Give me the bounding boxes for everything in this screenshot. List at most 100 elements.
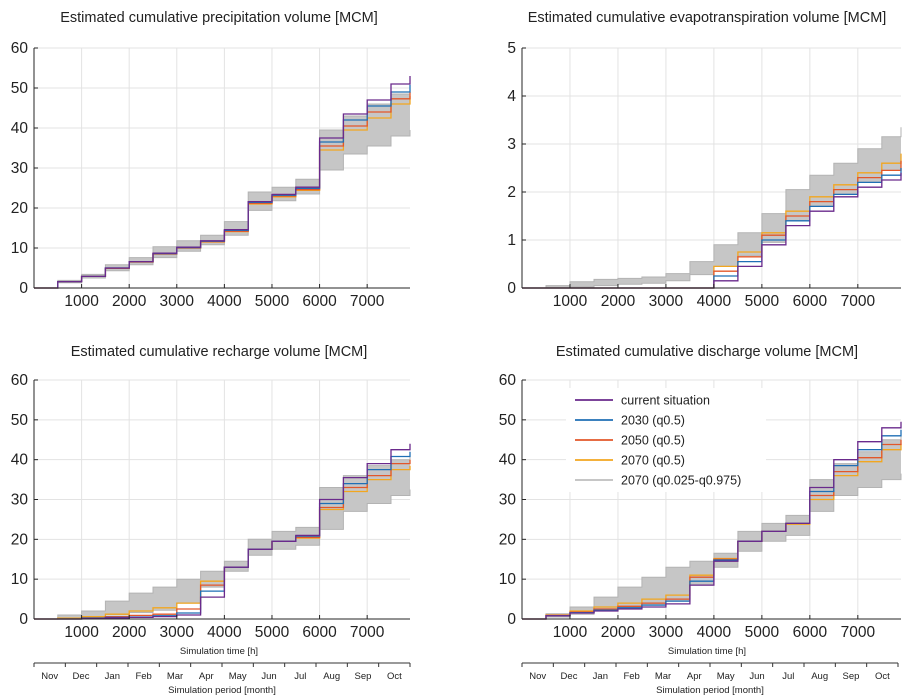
legend: current situation 2030 (q0.5) 2050 (q0.5) 2…	[566, 388, 766, 492]
series-line-current	[34, 76, 411, 289]
y-tick-label: 4	[507, 88, 516, 105]
month-label: Jan	[105, 671, 120, 682]
month-label: Dec	[73, 671, 90, 682]
month-label: Jan	[593, 671, 608, 682]
y-tick-label: 50	[499, 412, 517, 429]
y-tick-label: 0	[507, 611, 516, 628]
month-label: Apr	[687, 671, 702, 682]
y-tick-label: 20	[11, 531, 29, 548]
legend-label: 2070 (q0.025-q0.975)	[621, 474, 741, 488]
band-upper-edge	[34, 455, 411, 620]
month-label: Sep	[843, 671, 860, 682]
chart-title: Estimated cumulative recharge volume [MC…	[71, 344, 368, 360]
month-label: Oct	[387, 671, 402, 682]
x-tick-label: 1000	[64, 624, 99, 641]
panel-evapotranspiration: Estimated cumulative evapotranspiration …	[507, 10, 902, 310]
x-tick-label: 2000	[601, 293, 636, 310]
y-tick-label: 2	[507, 184, 516, 201]
panel-recharge: Estimated cumulative recharge volume [MC…	[11, 344, 411, 657]
x-tick-label: 7000	[841, 293, 876, 310]
x-tick-label: 2000	[112, 624, 147, 641]
x-tick-label: 6000	[793, 624, 828, 641]
x-tick-label: 5000	[745, 624, 780, 641]
x-tick-label: 5000	[745, 293, 780, 310]
x-axis-label: Simulation time [h]	[180, 646, 258, 657]
uncertainty-band	[34, 455, 410, 619]
x-tick-label: 3000	[649, 293, 684, 310]
month-label: Feb	[623, 671, 639, 682]
x-tick-label: 7000	[350, 293, 385, 310]
x-tick-label: 4000	[207, 624, 242, 641]
month-label: Nov	[41, 671, 58, 682]
y-tick-label: 60	[11, 372, 29, 389]
y-tick-label: 0	[507, 280, 516, 297]
x-tick-label: 4000	[697, 293, 732, 310]
y-tick-label: 0	[19, 280, 28, 297]
x-tick-label: 6000	[302, 293, 337, 310]
x-tick-label: 5000	[255, 624, 290, 641]
y-tick-label: 40	[11, 452, 29, 469]
y-tick-label: 30	[499, 492, 517, 509]
month-label: Jul	[294, 671, 306, 682]
month-axis-left: Nov Dec Jan Feb Mar Apr May Jun Jul Aug Sep Oct Sim…	[33, 662, 411, 696]
x-tick-label: 4000	[697, 624, 732, 641]
legend-label: 2030 (q0.5)	[621, 414, 685, 428]
x-tick-label: 3000	[160, 624, 195, 641]
x-tick-label: 7000	[841, 624, 876, 641]
chart-title: Estimated cumulative precipitation volum…	[60, 10, 378, 26]
month-label: Dec	[561, 671, 578, 682]
legend-label: 2050 (q0.5)	[621, 434, 685, 448]
x-tick-label: 3000	[649, 624, 684, 641]
y-tick-label: 20	[499, 531, 517, 548]
y-tick-label: 1	[507, 232, 516, 249]
band-upper-edge	[522, 127, 902, 289]
month-label: Jun	[261, 671, 276, 682]
month-label: Jul	[782, 671, 794, 682]
y-tick-label: 40	[11, 120, 29, 137]
y-tick-label: 30	[11, 492, 29, 509]
month-axis-label: Simulation period [month]	[168, 685, 276, 696]
x-tick-label: 2000	[112, 293, 147, 310]
month-label: Aug	[323, 671, 340, 682]
x-tick-label: 1000	[553, 624, 588, 641]
y-tick-label: 50	[11, 412, 29, 429]
x-tick-label: 3000	[160, 293, 195, 310]
y-tick-label: 60	[499, 372, 517, 389]
y-tick-label: 20	[11, 200, 29, 217]
month-label: May	[717, 671, 735, 682]
legend-label: 2070 (q0.5)	[621, 454, 685, 468]
month-label: Aug	[811, 671, 828, 682]
month-label: Sep	[355, 671, 372, 682]
uncertainty-band	[522, 435, 901, 619]
y-tick-label: 3	[507, 136, 516, 153]
y-tick-label: 30	[11, 160, 29, 177]
x-tick-label: 1000	[553, 293, 588, 310]
y-tick-label: 10	[499, 571, 517, 588]
y-tick-label: 60	[11, 40, 29, 57]
series-line-current	[34, 443, 411, 620]
x-axis-label: Simulation time [h]	[668, 646, 746, 657]
month-axis-label: Simulation period [month]	[656, 685, 764, 696]
legend-label: current situation	[621, 394, 710, 408]
panel-precipitation: Estimated cumulative precipitation volum…	[11, 10, 411, 310]
y-tick-label: 10	[11, 240, 29, 257]
month-label: Mar	[167, 671, 183, 682]
x-tick-label: 6000	[302, 624, 337, 641]
month-label: Apr	[199, 671, 214, 682]
y-tick-label: 10	[11, 571, 29, 588]
uncertainty-band	[34, 88, 410, 288]
month-label: Nov	[529, 671, 546, 682]
x-tick-label: 7000	[350, 624, 385, 641]
month-label: Mar	[655, 671, 671, 682]
y-tick-label: 40	[499, 452, 517, 469]
chart-title: Estimated cumulative evapotranspiration …	[528, 10, 887, 26]
series-line-current	[522, 421, 902, 620]
chart-title: Estimated cumulative discharge volume [M…	[556, 344, 858, 360]
y-tick-label: 50	[11, 80, 29, 97]
y-tick-label: 0	[19, 611, 28, 628]
month-label: May	[229, 671, 247, 682]
y-tick-label: 5	[507, 40, 516, 57]
band-upper-edge	[522, 435, 902, 620]
month-label: Jun	[749, 671, 764, 682]
